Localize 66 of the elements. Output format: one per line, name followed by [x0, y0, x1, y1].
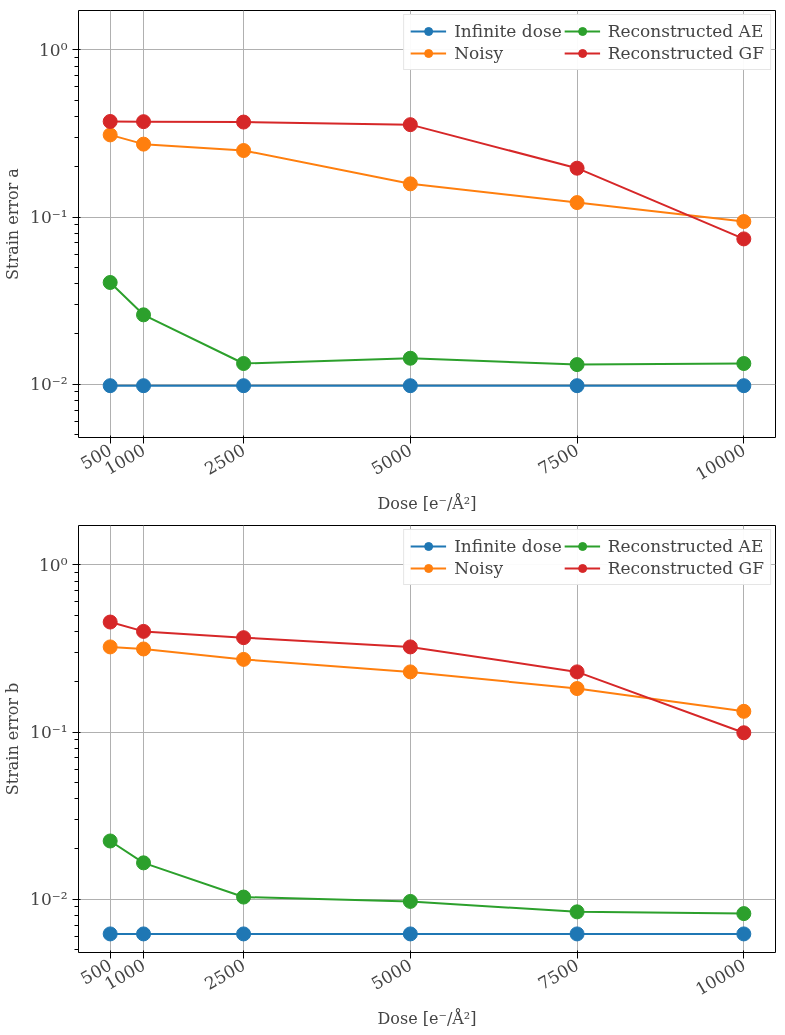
legend-label: Infinite dose — [454, 536, 562, 556]
legend-label: Reconstructed AE — [607, 21, 764, 41]
point — [569, 904, 585, 920]
legend-label: Infinite dose — [454, 21, 562, 41]
point — [402, 176, 418, 192]
point — [736, 356, 752, 371]
point — [236, 926, 252, 942]
y-axis-title: Strain error a — [3, 167, 23, 280]
point — [102, 275, 118, 290]
x-axis-title: Dose [e⁻/Å²] — [377, 1007, 477, 1028]
y-tick-label: 10⁻¹ — [30, 722, 68, 743]
point — [736, 926, 752, 942]
legend-label: Reconstructed AE — [607, 536, 764, 556]
point — [736, 725, 752, 741]
point — [236, 630, 252, 646]
y-tick-label: 10⁻² — [30, 889, 68, 910]
point — [102, 833, 118, 849]
point — [102, 127, 118, 143]
point — [236, 889, 252, 905]
point — [102, 639, 118, 655]
y-tick-label: 10⁻² — [30, 374, 68, 395]
point — [736, 378, 752, 394]
point — [736, 214, 752, 230]
y-tick-label: 10⁰ — [39, 39, 68, 60]
point — [402, 350, 418, 366]
point — [136, 641, 152, 657]
legend-label: Reconstructed GF — [607, 43, 764, 63]
point — [402, 926, 418, 942]
point — [136, 926, 152, 942]
legend-label: Noisy — [454, 43, 503, 63]
point — [402, 117, 418, 133]
point — [569, 357, 585, 373]
point — [236, 378, 252, 394]
point — [136, 136, 152, 152]
y-tick-label: 10⁻¹ — [30, 207, 68, 228]
point — [569, 926, 585, 942]
point — [736, 231, 752, 247]
legend-label: Noisy — [454, 558, 503, 578]
point — [102, 926, 118, 942]
point — [136, 378, 152, 394]
point — [569, 378, 585, 394]
point — [136, 855, 152, 871]
point — [236, 114, 252, 130]
point — [569, 664, 585, 680]
legend-label: Reconstructed GF — [607, 558, 764, 578]
point — [136, 114, 152, 130]
point — [102, 113, 118, 129]
point — [569, 681, 585, 697]
point — [102, 614, 118, 630]
point — [402, 893, 418, 909]
point — [236, 356, 252, 371]
point — [736, 906, 752, 922]
y-axis-title: Strain error b — [3, 682, 23, 796]
point — [402, 664, 418, 680]
point — [569, 195, 585, 211]
point — [236, 651, 252, 667]
point — [402, 378, 418, 394]
point — [136, 623, 152, 639]
point — [736, 703, 752, 719]
point — [236, 143, 252, 159]
point — [569, 160, 585, 176]
point — [402, 639, 418, 655]
x-axis-title: Dose [e⁻/Å²] — [377, 492, 477, 513]
point — [102, 378, 118, 394]
point — [136, 307, 152, 323]
y-tick-label: 10⁰ — [39, 554, 68, 575]
